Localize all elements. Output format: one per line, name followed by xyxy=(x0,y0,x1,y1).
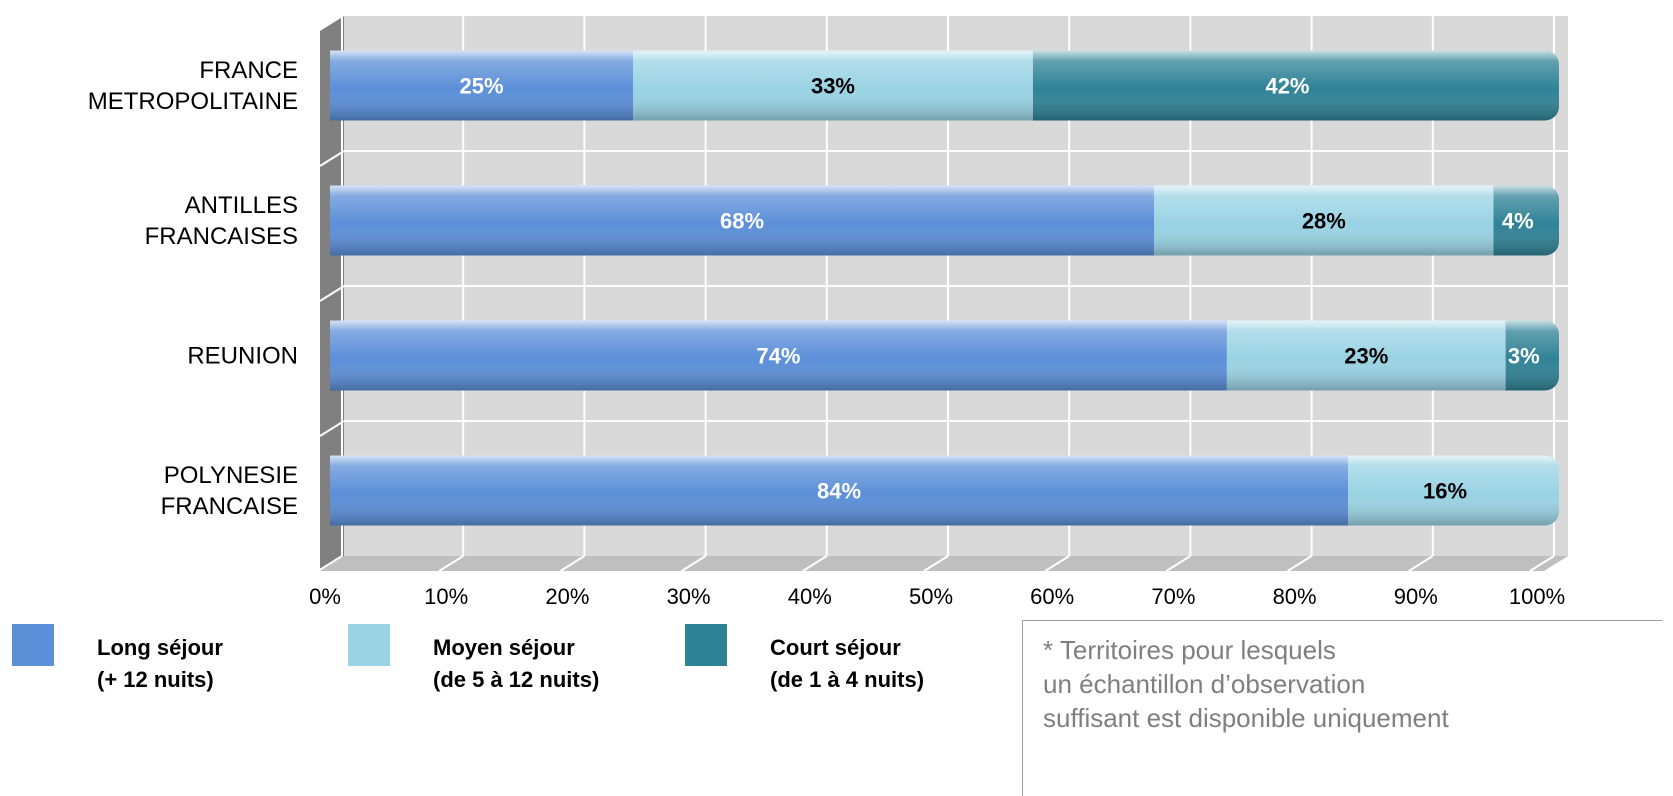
bar-segment-shine xyxy=(330,50,633,121)
x-tick-label: 100% xyxy=(1509,584,1565,609)
category-label-line: ANTILLES xyxy=(185,192,298,219)
gridline-floor xyxy=(802,555,828,572)
data-label: 4% xyxy=(1502,209,1534,234)
data-label: 23% xyxy=(1344,344,1388,369)
legend-swatch-court-sejour xyxy=(685,624,727,666)
x-tick-label: 40% xyxy=(788,584,832,609)
x-tick-label: 0% xyxy=(309,584,341,609)
category-labels: FRANCE METROPOLITAINE ANTILLES FRANCAISES RE… xyxy=(88,57,298,520)
bar-segment-shine xyxy=(1032,50,1542,121)
data-label: 16% xyxy=(1423,479,1467,504)
gridline-floor xyxy=(559,555,585,572)
category-label-line: FRANCAISES xyxy=(145,223,298,250)
bar-segment-shine xyxy=(330,455,1349,526)
bar-segment-shine xyxy=(1348,455,1542,526)
x-tick-label: 80% xyxy=(1273,584,1317,609)
bar-segment-shine xyxy=(330,185,1155,256)
legend-label-court-sejour: Court séjour (de 1 à 4 nuits) xyxy=(770,632,924,696)
gridline-floor xyxy=(1529,555,1555,572)
footnote-box: * Territoires pour lesquels un échantill… xyxy=(1022,620,1662,796)
category-label: POLYNESIE FRANCAISE xyxy=(161,462,298,520)
footnote-line: un échantillon d’observation xyxy=(1043,669,1366,699)
legend-swatch-long-sejour xyxy=(12,624,54,666)
legend-label-line: Long séjour xyxy=(97,635,223,660)
data-label: 33% xyxy=(811,74,855,99)
data-label: 84% xyxy=(817,479,861,504)
legend-label-line: (+ 12 nuits) xyxy=(97,667,214,692)
bar-end-cap-shine xyxy=(1541,320,1559,391)
footnote-line: suffisant est disponible uniquement xyxy=(1043,703,1449,733)
gridline-floor xyxy=(317,555,343,572)
x-tick-label: 10% xyxy=(424,584,468,609)
bar-segment-shine xyxy=(330,320,1227,391)
category-label-line: REUNION xyxy=(187,343,298,370)
category-label: FRANCE METROPOLITAINE xyxy=(88,57,298,115)
x-tick-label: 60% xyxy=(1030,584,1074,609)
data-label: 25% xyxy=(459,74,503,99)
category-label: REUNION xyxy=(187,343,298,370)
legend-label-line: Moyen séjour xyxy=(433,635,575,660)
bar-segment-shine xyxy=(1154,185,1494,256)
bar-end-cap-shine xyxy=(1541,455,1559,526)
data-label: 3% xyxy=(1508,344,1540,369)
x-tick-label: 70% xyxy=(1151,584,1195,609)
data-labels: 25% 33% 42% 68% 28% 4% 74% 23% 3% 84% 16% xyxy=(459,74,1539,504)
category-label-line: POLYNESIE xyxy=(164,462,298,489)
legend-label-line: (de 5 à 12 nuits) xyxy=(433,667,600,692)
bar-end-cap-shine xyxy=(1541,185,1559,256)
gridline-floor xyxy=(438,555,464,572)
category-label-line: FRANCAISE xyxy=(161,493,298,520)
x-tick-label: 90% xyxy=(1394,584,1438,609)
data-label: 74% xyxy=(756,344,800,369)
x-tick-labels: 0% 10% 20% 30% 40% 50% 60% 70% 80% 90% 100% xyxy=(309,584,1565,609)
category-label: ANTILLES FRANCAISES xyxy=(145,192,298,250)
data-label: 28% xyxy=(1302,209,1346,234)
gridline-floor xyxy=(1408,555,1434,572)
legend-swatch-moyen-sejour xyxy=(348,624,390,666)
bar-segment-shine xyxy=(1505,320,1542,391)
bar-segment-shine xyxy=(633,50,1033,121)
gridline-side xyxy=(319,285,345,302)
data-label: 68% xyxy=(720,209,764,234)
x-tick-label: 50% xyxy=(909,584,953,609)
gridline-floor xyxy=(1287,555,1313,572)
gridline-floor xyxy=(923,555,949,572)
gridline-floor xyxy=(1044,555,1070,572)
x-tick-label: 30% xyxy=(667,584,711,609)
data-label: 42% xyxy=(1265,74,1309,99)
x-tick-label: 20% xyxy=(545,584,589,609)
bar-segment-shine xyxy=(1493,185,1542,256)
gridline-floor xyxy=(681,555,707,572)
bar-end-cap-shine xyxy=(1541,50,1559,121)
stacked-bar-chart: 25% 33% 42% 68% 28% 4% 74% 23% 3% 84% 16% FRANCE ME… xyxy=(88,16,1568,609)
gridline-side xyxy=(319,150,345,167)
legend-label-moyen-sejour: Moyen séjour (de 5 à 12 nuits) xyxy=(433,632,599,696)
legend-label-line: Court séjour xyxy=(770,635,901,660)
footnote-line: * Territoires pour lesquels xyxy=(1043,635,1336,665)
bar-segment-shine xyxy=(1226,320,1506,391)
category-label-line: METROPOLITAINE xyxy=(88,88,298,115)
legend-label-long-sejour: Long séjour (+ 12 nuits) xyxy=(97,632,223,696)
category-label-line: FRANCE xyxy=(199,57,298,84)
legend-label-line: (de 1 à 4 nuits) xyxy=(770,667,925,692)
gridline-floor xyxy=(1165,555,1191,572)
bars xyxy=(330,50,1559,526)
plot-floor xyxy=(320,556,1568,571)
gridline-side xyxy=(319,420,345,437)
